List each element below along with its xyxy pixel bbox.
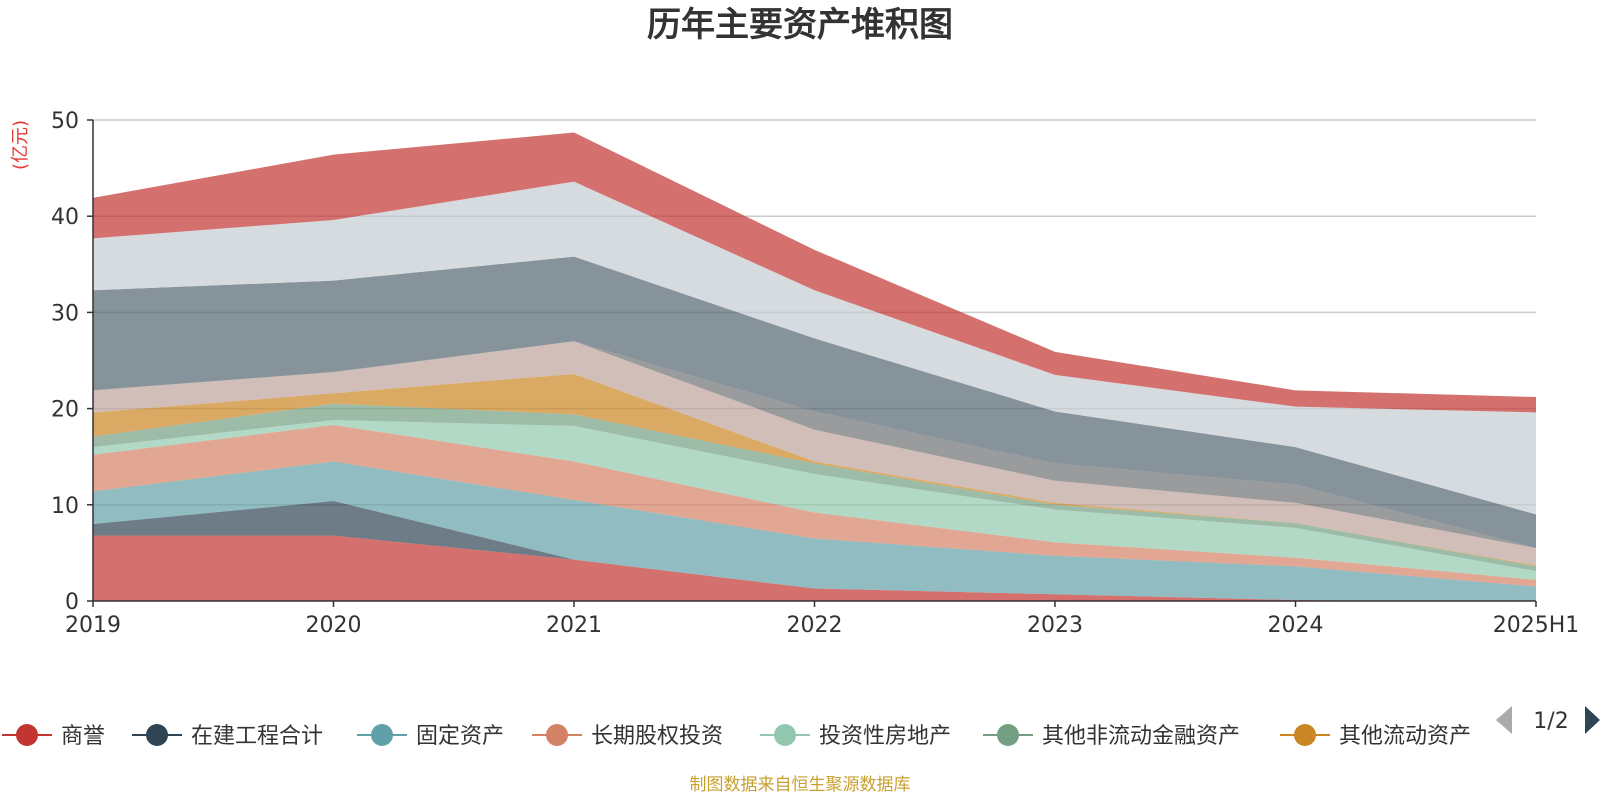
legend-circle-icon bbox=[774, 724, 796, 746]
legend-label: 固定资产 bbox=[416, 724, 504, 749]
legend-label: 其他非流动金融资产 bbox=[1042, 724, 1240, 749]
legend-circle-icon bbox=[546, 724, 568, 746]
area-其他非流动金融资产 bbox=[93, 403, 1536, 572]
area-其他资产E bbox=[93, 132, 1536, 413]
y-tick-label: 10 bbox=[51, 494, 79, 519]
y-tick-label: 20 bbox=[51, 398, 79, 423]
legend-item[interactable]: 商誉 bbox=[2, 724, 105, 749]
x-tick-label: 2023 bbox=[1027, 613, 1083, 638]
legend-circle-icon bbox=[371, 724, 393, 746]
legend-item[interactable]: 长期股权投资 bbox=[532, 724, 723, 749]
x-tick-label: 2022 bbox=[787, 613, 843, 638]
legend-label: 商誉 bbox=[61, 724, 105, 749]
area-其他资产D bbox=[93, 181, 1536, 515]
area-其他资产A bbox=[93, 341, 1536, 566]
legend-circle-icon bbox=[146, 724, 168, 746]
y-tick-label: 0 bbox=[65, 590, 79, 615]
legend-circle-icon bbox=[997, 724, 1019, 746]
x-tick-label: 2025H1 bbox=[1493, 613, 1580, 638]
legend-prev-page-icon[interactable] bbox=[1496, 706, 1512, 734]
legend-item[interactable]: 固定资产 bbox=[357, 724, 504, 749]
x-tick-label: 2019 bbox=[65, 613, 121, 638]
legend-item[interactable]: 在建工程合计 bbox=[132, 724, 323, 749]
x-tick-label: 2024 bbox=[1268, 613, 1324, 638]
y-tick-label: 30 bbox=[51, 301, 79, 326]
legend-pager: 1/2 bbox=[1496, 706, 1600, 734]
legend-item[interactable]: 其他非流动金融资产 bbox=[983, 724, 1240, 749]
legend-page-indicator: 1/2 bbox=[1533, 709, 1568, 734]
legend-label: 其他流动资产 bbox=[1339, 724, 1471, 749]
area-商誉 bbox=[93, 535, 1536, 601]
axes: 0 10 20 30 40 50 2019 2020 2021 2022 2023 2024 2025H… bbox=[51, 109, 1579, 638]
area-其他资产C bbox=[93, 256, 1536, 549]
stacked-areas bbox=[93, 132, 1536, 601]
area-长期股权投资 bbox=[93, 424, 1536, 587]
y-axis-unit: (亿元) bbox=[10, 120, 31, 170]
legend-circle-icon bbox=[16, 724, 38, 746]
y-tick-label: 40 bbox=[51, 205, 79, 230]
y-tick-label: 50 bbox=[51, 109, 79, 134]
area-固定资产 bbox=[93, 461, 1536, 601]
x-tick-label: 2020 bbox=[306, 613, 362, 638]
legend-label: 投资性房地产 bbox=[819, 724, 951, 749]
chart-title: 历年主要资产堆积图 bbox=[647, 5, 953, 45]
source-note: 制图数据来自恒生聚源数据库 bbox=[690, 775, 911, 795]
area-投资性房地产 bbox=[93, 420, 1536, 580]
area-在建工程合计 bbox=[93, 500, 1536, 601]
legend-label: 长期股权投资 bbox=[591, 724, 723, 749]
legend: 商誉 在建工程合计 固定资产 长期股权投资 投资性房地产 其他非流动金融资产 其他流动资产 bbox=[2, 724, 1471, 749]
legend-next-page-icon[interactable] bbox=[1585, 706, 1600, 734]
legend-item[interactable]: 投资性房地产 bbox=[760, 724, 951, 749]
legend-circle-icon bbox=[1294, 724, 1316, 746]
legend-item[interactable]: 其他流动资产 bbox=[1280, 724, 1471, 749]
x-tick-label: 2021 bbox=[546, 613, 602, 638]
legend-label: 在建工程合计 bbox=[191, 724, 323, 749]
